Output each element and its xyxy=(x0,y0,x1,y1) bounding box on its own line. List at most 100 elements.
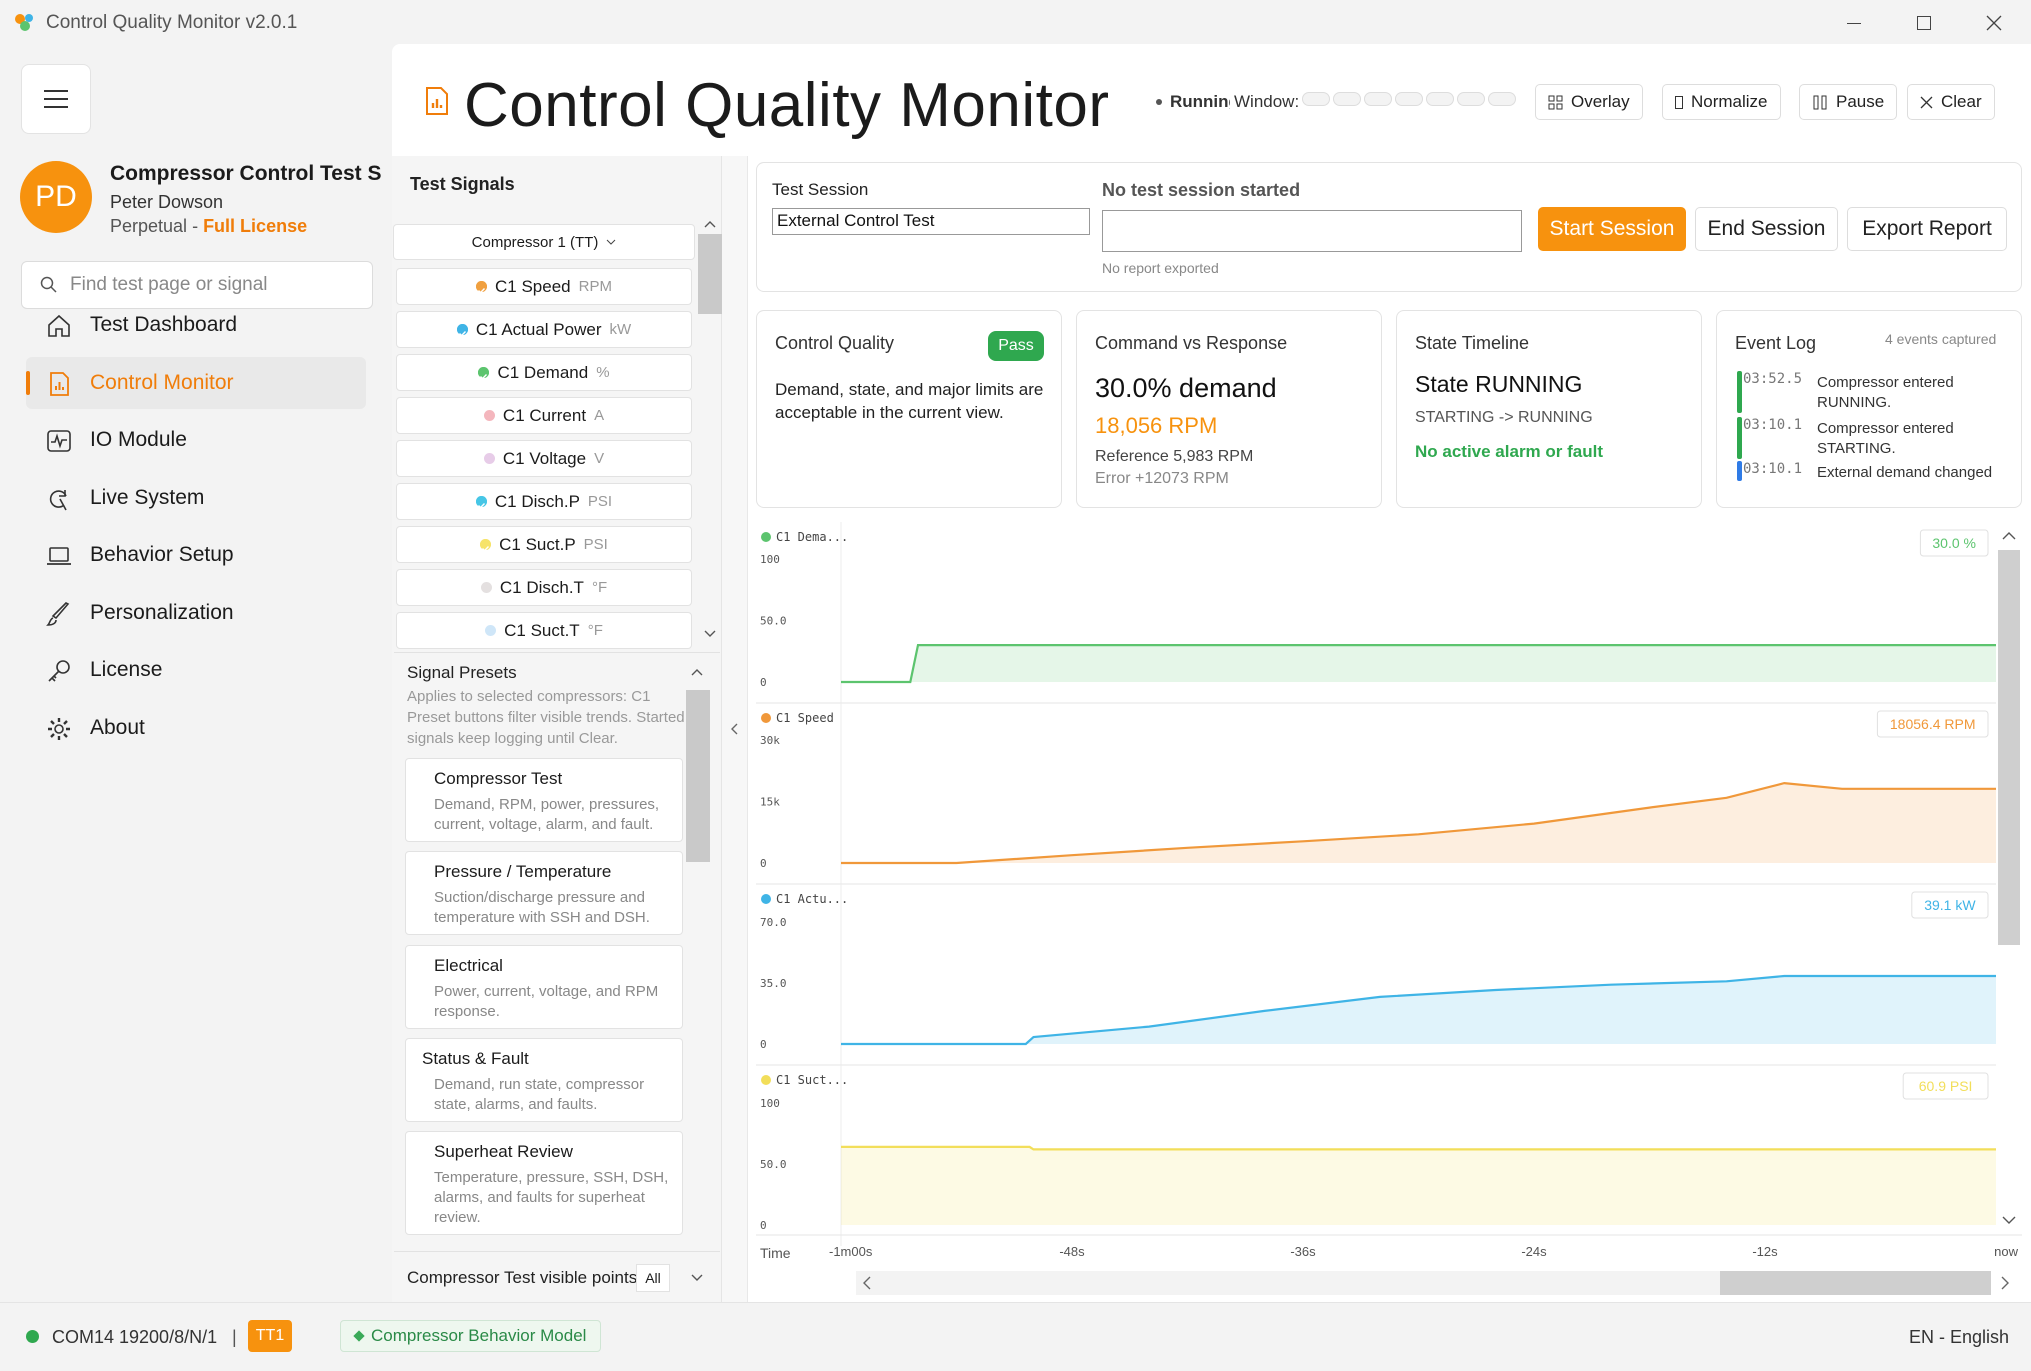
sidebar-item-live-system[interactable]: Live System xyxy=(26,472,366,524)
preset-description: Suction/discharge pressure and temperatu… xyxy=(434,889,650,926)
command-response-card: Command vs Response 30.0% demand 18,056 … xyxy=(1076,310,1382,508)
session-name-input[interactable]: External Control Test xyxy=(772,208,1090,235)
signal-item[interactable]: C1 Suct.P PSI xyxy=(396,526,692,563)
signal-item[interactable]: C1 Demand% xyxy=(396,354,692,391)
sidebar-item-label: Live System xyxy=(90,485,205,509)
window-title: Control Quality Monitor v2.0.1 xyxy=(46,12,298,33)
preset-card[interactable]: Electrical Power, current, voltage, and R… xyxy=(405,945,683,1029)
chevron-up-icon[interactable] xyxy=(691,668,703,676)
compressor-selector[interactable]: Compressor 1 (TT) xyxy=(393,224,695,260)
window-option[interactable] xyxy=(1457,92,1485,106)
y-tick-label: 100 xyxy=(760,1097,780,1110)
signal-unit: A xyxy=(594,407,605,424)
preset-description: Power, current, voltage, and RPM respons… xyxy=(434,983,659,1020)
behavior-model-button[interactable]: Compressor Behavior Model xyxy=(340,1320,602,1352)
chevron-down-icon[interactable] xyxy=(691,1274,703,1282)
signal-item[interactable]: C1 Current A xyxy=(396,397,692,434)
window-option[interactable] xyxy=(1395,92,1423,106)
pause-icon xyxy=(1813,95,1827,109)
hamburger-menu-button[interactable] xyxy=(21,64,91,134)
normalize-label: Normalize xyxy=(1691,92,1768,111)
signals-scroll-thumb[interactable] xyxy=(698,234,722,314)
minimize-button[interactable] xyxy=(1824,6,1884,40)
lane-legend-dot xyxy=(761,532,771,542)
chevron-down-icon xyxy=(704,630,716,637)
signal-item[interactable]: C1 Disch.T °F xyxy=(396,569,692,606)
search-input[interactable] xyxy=(70,272,360,298)
lane-value-label: 39.1 kW xyxy=(1924,897,1976,913)
series-line xyxy=(841,644,1996,684)
trend-chart[interactable]: C1 Dema... 100 50.0 0 30.0 % C1 Speed 30k 15k 0 1… xyxy=(756,522,2022,1302)
chevron-left-icon[interactable] xyxy=(863,1276,871,1290)
window-option[interactable] xyxy=(1426,92,1454,106)
lane-legend-dot xyxy=(761,1075,771,1085)
compressor-selector-value: Compressor 1 (TT) xyxy=(471,233,599,251)
sidebar-item-about[interactable]: About xyxy=(26,702,366,754)
clear-icon xyxy=(1920,96,1933,108)
chart-background xyxy=(756,522,2022,1302)
sidebar-item-behavior-setup[interactable]: Behavior Setup xyxy=(26,529,366,581)
chart-lane: C1 Speed 30k 15k 0 18056.4 RPM xyxy=(756,702,1996,884)
signals-scrollbar[interactable] xyxy=(698,210,722,645)
preset-card[interactable]: Superheat Review Temperature, pressure, S… xyxy=(405,1131,683,1235)
window-option[interactable] xyxy=(1302,92,1330,106)
event-marker xyxy=(1737,417,1742,459)
export-report-button[interactable]: Export Report xyxy=(1847,207,2007,251)
sidebar-item-test-dashboard[interactable]: Test Dashboard xyxy=(26,299,366,351)
signal-item[interactable]: C1 Actual Power kW xyxy=(396,311,692,348)
grid-icon xyxy=(1548,95,1563,109)
preset-card[interactable]: Pressure / Temperature Suction/discharge … xyxy=(405,851,683,935)
start-session-button[interactable]: Start Session xyxy=(1538,207,1686,251)
minimize-icon xyxy=(1847,22,1861,24)
chevron-down-icon[interactable] xyxy=(2002,1216,2016,1224)
reference-value: Reference 5,983 RPM xyxy=(1095,448,1254,465)
collapse-handle[interactable] xyxy=(722,156,748,1302)
presets-scroll-thumb[interactable] xyxy=(686,690,710,862)
signal-item[interactable]: C1 Suct.T °F xyxy=(396,612,692,649)
sidebar-item-io-module[interactable]: IO Module xyxy=(26,414,366,466)
lane-value-box xyxy=(1902,1072,1989,1100)
preset-card[interactable]: Compressor Test Demand, RPM, power, press… xyxy=(405,758,683,842)
close-window-button[interactable] xyxy=(1964,6,2024,40)
window-option[interactable] xyxy=(1333,92,1361,106)
signal-color-dot xyxy=(485,625,497,636)
signal-item[interactable]: C1 Voltage V xyxy=(396,440,692,477)
y-tick-label: 0 xyxy=(760,857,767,870)
session-notes-input[interactable] xyxy=(1102,210,1522,252)
full-license-link[interactable]: Full License xyxy=(203,216,308,236)
preset-card[interactable]: Status & Fault Demand, run state, compres… xyxy=(405,1038,683,1122)
session-label: Test Session xyxy=(772,180,869,199)
maximize-button[interactable] xyxy=(1894,6,1954,40)
y-tick-label: 0 xyxy=(760,1038,767,1051)
visible-points-select[interactable]: All xyxy=(636,1264,670,1292)
refresh-icon xyxy=(49,489,67,510)
port-info: COM14 19200/8/N/1 xyxy=(52,1327,218,1347)
report-icon xyxy=(426,87,448,115)
window-option[interactable] xyxy=(1364,92,1392,106)
end-session-button[interactable]: End Session xyxy=(1695,207,1838,251)
preset-title: Compressor Test xyxy=(434,769,563,788)
normalize-button[interactable]: Normalize xyxy=(1662,84,1781,120)
chart-scroll-thumb[interactable] xyxy=(1998,550,2020,945)
preset-description: Demand, RPM, power, pressures, current, … xyxy=(434,796,660,833)
pause-button[interactable]: Pause xyxy=(1799,84,1898,120)
y-tick-label: 0 xyxy=(760,1219,767,1232)
chart-hscroll-thumb[interactable] xyxy=(1720,1271,1991,1295)
chevron-right-icon[interactable] xyxy=(2001,1276,2009,1290)
window-option[interactable] xyxy=(1488,92,1516,106)
state-transition: STARTING -> RUNNING xyxy=(1415,409,1593,426)
chevron-up-icon[interactable] xyxy=(2002,532,2016,540)
sidebar-item-personalization[interactable]: Personalization xyxy=(26,587,366,639)
language-selector[interactable]: EN - English xyxy=(1909,1327,2010,1347)
sidebar-item-control-monitor[interactable]: Control Monitor xyxy=(26,356,366,409)
signal-item[interactable]: C1 Speed RPM xyxy=(396,268,692,305)
divider xyxy=(394,1251,720,1252)
signal-item[interactable]: C1 Disch.P PSI xyxy=(396,483,692,520)
clear-button[interactable]: Clear xyxy=(1907,84,1995,120)
chart-lane: C1 Suct... 100 50.0 0 60.9 PSI xyxy=(756,1064,1996,1246)
overlay-button[interactable]: Overlay xyxy=(1535,84,1643,120)
profile-license: Perpetual - Full License xyxy=(110,216,307,237)
sidebar-item-license[interactable]: License xyxy=(26,644,366,696)
series-line xyxy=(841,781,1996,865)
session-status: No test session started xyxy=(1102,180,1301,200)
